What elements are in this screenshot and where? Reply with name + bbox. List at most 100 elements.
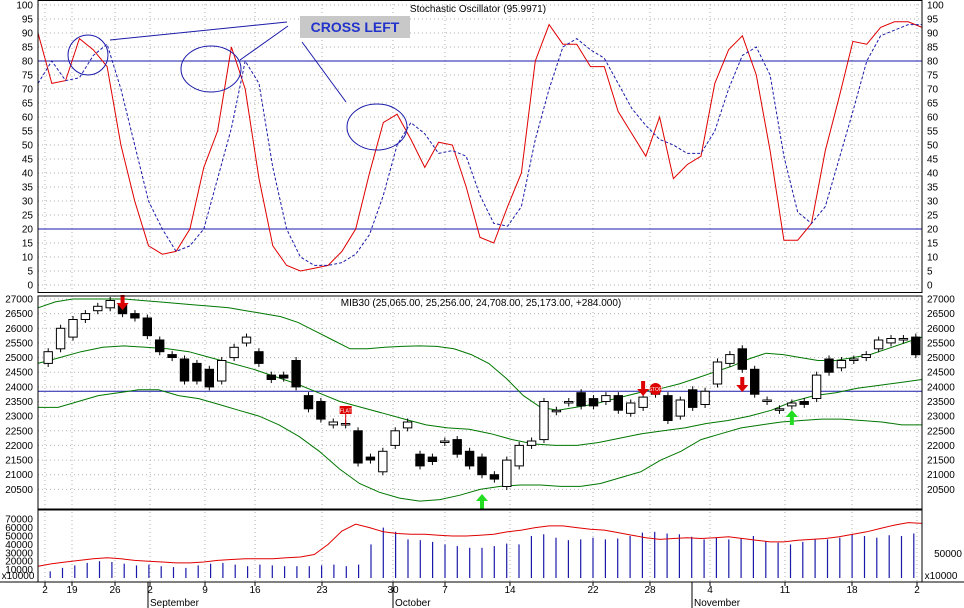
- candle-body-13: [204, 368, 215, 388]
- x-tick-label-3: 2: [147, 585, 153, 596]
- stoch-ytick-left-20: 100: [16, 1, 33, 12]
- price-ytick-right-5: 23000: [927, 412, 955, 423]
- month-label-1: October: [395, 598, 431, 608]
- candle-body-20: [291, 360, 301, 388]
- stoch-ytick-right-12: 60: [927, 113, 939, 124]
- volume-right-scale-label: x10000: [925, 571, 958, 582]
- price-ytick-right-11: 26000: [927, 324, 955, 335]
- candle-body-33: [452, 439, 462, 455]
- price-ytick-right-6: 23500: [927, 397, 955, 408]
- candle-body-14: [217, 360, 227, 382]
- candle-body-43: [576, 392, 586, 407]
- price-ytick-left-1: 21000: [5, 470, 33, 481]
- candle-body-61: [799, 401, 809, 405]
- candle-body-2: [68, 319, 78, 338]
- candle-body-28: [390, 430, 400, 446]
- sell-arrow-3: [736, 377, 749, 392]
- candle-body-70: [911, 336, 921, 356]
- stoch-ytick-right-19: 95: [927, 15, 939, 26]
- candle-body-65: [849, 358, 859, 361]
- volume-panel-bg: [38, 510, 922, 582]
- candle-body-7: [130, 313, 140, 319]
- price-ytick-right-7: 24000: [927, 382, 955, 393]
- stoch-ytick-right-11: 55: [927, 127, 939, 138]
- stoch-k-line: [37, 21, 923, 272]
- candle-body-48: [638, 396, 648, 408]
- stoch-ytick-left-12: 60: [22, 113, 34, 124]
- candle-body-32: [440, 440, 450, 443]
- x-tick-label-2: 26: [109, 585, 121, 596]
- candle-body-25: [353, 430, 363, 464]
- candle-body-67: [873, 339, 884, 350]
- candle-body-58: [762, 399, 772, 402]
- x-tick-label-13: 11: [780, 585, 791, 596]
- stoch-ytick-left-5: 25: [22, 211, 34, 222]
- stoch-ytick-left-17: 85: [22, 43, 34, 54]
- stoch-ytick-left-6: 30: [22, 197, 34, 208]
- stoch-ytick-right-7: 35: [927, 183, 939, 194]
- candle-body-22: [316, 401, 326, 420]
- stoch-ytick-left-10: 50: [22, 141, 34, 152]
- stoch-ytick-left-2: 10: [22, 253, 34, 264]
- candle-body-50: [663, 395, 673, 422]
- stoch-ytick-right-0: 0: [927, 281, 933, 292]
- volume-ytick-4: 50000: [5, 532, 33, 543]
- stoch-ytick-left-9: 45: [22, 155, 34, 166]
- stoch-ytick-left-11: 55: [22, 127, 34, 138]
- candle-body-5: [105, 300, 115, 309]
- stoch-ytick-right-5: 25: [927, 211, 939, 222]
- candle-body-59: [774, 408, 785, 411]
- stoch-ytick-left-7: 35: [22, 183, 34, 194]
- x-tick-label-4: 9: [202, 585, 208, 596]
- x-tick-label-9: 14: [504, 585, 516, 596]
- candle-body-52: [688, 389, 698, 408]
- data-layer: [37, 21, 923, 578]
- candle-body-31: [427, 456, 438, 463]
- candle-body-62: [811, 374, 822, 400]
- candle-body-38: [514, 444, 524, 467]
- price-ytick-right-4: 22500: [927, 426, 955, 437]
- price-ytick-right-3: 22000: [927, 441, 955, 452]
- candle-body-45: [601, 395, 611, 403]
- stochastic-frame: [37, 0, 923, 293]
- candle-body-53: [700, 390, 710, 405]
- volume-ytick-3: 40000: [5, 540, 33, 551]
- candle-body-26: [365, 456, 376, 461]
- candle-body-11: [179, 358, 190, 382]
- candle-body-16: [241, 336, 252, 344]
- sell-arrow-1: [116, 295, 129, 310]
- x-tick-label-11: 28: [644, 585, 656, 596]
- price-ytick-right-13: 27000: [927, 295, 955, 306]
- candle-body-36: [489, 474, 500, 480]
- flag-label: FLAT: [340, 409, 352, 415]
- price-ytick-left-11: 26000: [5, 324, 33, 335]
- price-ytick-left-6: 23500: [5, 397, 33, 408]
- stoch-ytick-right-8: 40: [927, 169, 939, 180]
- price-ytick-left-13: 27000: [5, 295, 33, 306]
- volume-ytick-6: 70000: [5, 515, 33, 526]
- bollinger-middle-line: [37, 345, 923, 446]
- x-tick-label-15: 2: [914, 585, 920, 596]
- cross-pointer-3: [301, 41, 347, 103]
- stoch-ytick-left-13: 65: [22, 99, 34, 110]
- stoch-ytick-right-16: 80: [927, 57, 939, 68]
- price-ytick-left-7: 24000: [5, 382, 33, 393]
- stoch-ytick-right-20: 100: [927, 1, 944, 12]
- candle-body-35: [477, 456, 487, 476]
- bollinger-upper-line: [37, 298, 923, 411]
- candle-body-55: [725, 354, 735, 364]
- stoch-ytick-left-1: 5: [27, 267, 33, 278]
- candle-body-56: [737, 348, 747, 370]
- candle-body-12: [192, 362, 202, 382]
- x-tick-label-0: 2: [42, 585, 48, 596]
- candle-body-15: [229, 346, 239, 359]
- candle-body-57: [750, 368, 760, 395]
- stoch-ytick-right-10: 50: [927, 141, 939, 152]
- stoch-ytick-left-19: 95: [22, 15, 34, 26]
- candle-body-19: [279, 374, 289, 379]
- stoch-d-line: [37, 24, 922, 266]
- candle-body-8: [142, 317, 153, 337]
- cross-left-label-bg: [300, 16, 410, 38]
- stoch-ytick-left-4: 20: [22, 225, 34, 236]
